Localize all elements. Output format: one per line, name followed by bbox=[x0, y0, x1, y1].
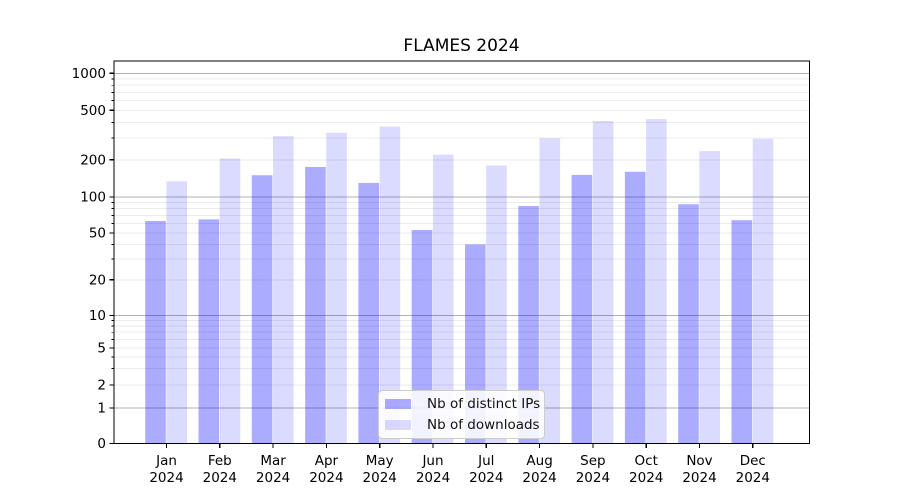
xtick-label-dec: Dec bbox=[740, 453, 766, 469]
xtick-label-mar: Mar bbox=[260, 453, 286, 469]
ytick-label-5: 5 bbox=[97, 341, 106, 357]
legend-item-distinct-ips: Nb of distinct IPs bbox=[385, 396, 541, 412]
bar-aug-downloads bbox=[539, 138, 561, 444]
xtick-label-apr: Apr bbox=[315, 453, 339, 469]
xtick-label-feb: Feb bbox=[208, 453, 232, 469]
bar-jul-downloads bbox=[486, 165, 507, 444]
xtick-label-mar-year: 2024 bbox=[256, 470, 290, 486]
ytick-label-10: 10 bbox=[89, 308, 106, 324]
bar-apr-distinct-ips bbox=[305, 166, 326, 444]
ytick-label-500: 500 bbox=[80, 103, 106, 119]
bar-nov-distinct-ips bbox=[678, 204, 699, 444]
bar-may-downloads bbox=[379, 126, 401, 444]
legend-label-distinct-ips: Nb of distinct IPs bbox=[427, 396, 541, 412]
xtick-label-feb-year: 2024 bbox=[203, 470, 237, 486]
bar-mar-distinct-ips bbox=[251, 175, 273, 444]
xtick-label-dec-year: 2024 bbox=[736, 470, 770, 486]
xtick-label-jul: Jul bbox=[477, 453, 494, 469]
ytick-label-50: 50 bbox=[89, 226, 106, 242]
ytick-label-1: 1 bbox=[97, 401, 106, 417]
bar-oct-downloads bbox=[646, 119, 667, 444]
ytick-label-100: 100 bbox=[80, 190, 106, 206]
xtick-label-jun: Jun bbox=[421, 453, 443, 469]
bar-jan-distinct-ips bbox=[145, 220, 166, 444]
xtick-label-sep-year: 2024 bbox=[576, 470, 610, 486]
bar-dec-distinct-ips bbox=[731, 220, 753, 444]
bar-feb-distinct-ips bbox=[198, 219, 220, 444]
ytick-label-1000: 1000 bbox=[72, 66, 106, 82]
legend-swatch-downloads bbox=[385, 420, 411, 430]
bar-oct-distinct-ips bbox=[624, 171, 646, 444]
xtick-label-aug: Aug bbox=[526, 453, 552, 469]
legend-swatch-distinct-ips bbox=[385, 399, 411, 409]
xtick-label-jun-year: 2024 bbox=[416, 470, 450, 486]
ytick-label-200: 200 bbox=[80, 152, 106, 168]
bar-sep-downloads bbox=[592, 121, 614, 444]
ytick-label-2: 2 bbox=[97, 378, 106, 394]
bar-aug-distinct-ips bbox=[518, 206, 539, 444]
xtick-label-jan: Jan bbox=[155, 453, 177, 469]
bar-nov-downloads bbox=[699, 151, 720, 444]
bar-dec-downloads bbox=[752, 138, 774, 444]
xtick-label-nov: Nov bbox=[686, 453, 712, 469]
bar-apr-downloads bbox=[326, 132, 347, 444]
ytick-label-0: 0 bbox=[97, 436, 106, 452]
xtick-label-jul-year: 2024 bbox=[469, 470, 503, 486]
xtick-label-nov-year: 2024 bbox=[682, 470, 716, 486]
bar-feb-downloads bbox=[219, 158, 241, 444]
legend: Nb of distinct IPs Nb of downloads bbox=[378, 390, 545, 439]
xtick-label-oct-year: 2024 bbox=[629, 470, 663, 486]
ytick-label-20: 20 bbox=[89, 272, 106, 288]
xtick-label-may-year: 2024 bbox=[363, 470, 397, 486]
xtick-label-sep: Sep bbox=[580, 453, 605, 469]
axes-spines bbox=[113, 60, 811, 445]
bar-sep-distinct-ips bbox=[571, 174, 593, 444]
legend-item-downloads: Nb of downloads bbox=[385, 417, 540, 433]
legend-label-downloads: Nb of downloads bbox=[427, 417, 540, 433]
xtick-label-apr-year: 2024 bbox=[309, 470, 343, 486]
bar-jan-downloads bbox=[166, 181, 187, 444]
xtick-label-oct: Oct bbox=[635, 453, 658, 469]
bar-mar-downloads bbox=[273, 136, 294, 444]
xtick-label-aug-year: 2024 bbox=[522, 470, 556, 486]
xtick-label-may: May bbox=[366, 453, 394, 469]
chart-title: FLAMES 2024 bbox=[403, 36, 520, 56]
bar-jun-downloads bbox=[432, 154, 454, 444]
bar-may-distinct-ips bbox=[358, 182, 379, 444]
xtick-label-jan-year: 2024 bbox=[149, 470, 183, 486]
